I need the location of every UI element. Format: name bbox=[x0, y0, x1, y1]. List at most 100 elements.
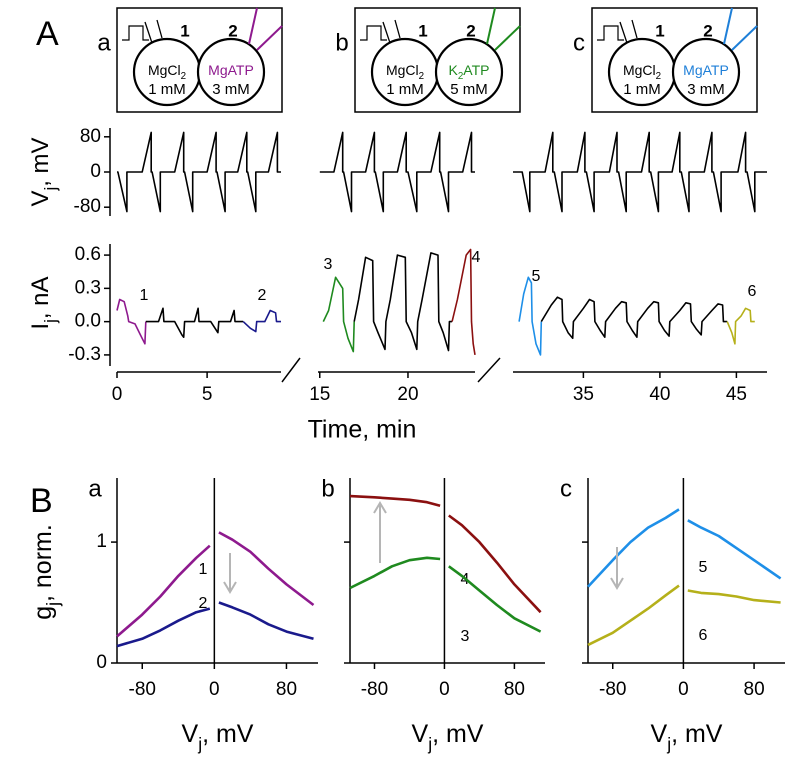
inset-box bbox=[591, 7, 758, 113]
pipette bbox=[723, 7, 733, 45]
y-tick-label: 0 bbox=[90, 161, 101, 182]
text-part: 2 bbox=[181, 71, 186, 82]
pipette bbox=[256, 25, 283, 51]
concentration: 1 mM bbox=[623, 81, 661, 98]
trace-label: 2 bbox=[258, 287, 267, 304]
y-tick-label: -80 bbox=[74, 196, 101, 217]
ij-trace bbox=[322, 276, 355, 353]
pipette bbox=[631, 19, 638, 39]
concentration: 5 mM bbox=[450, 81, 488, 98]
text-part: , mV bbox=[27, 137, 54, 186]
ij-trace bbox=[726, 307, 755, 345]
solution: MgCl2 bbox=[148, 62, 186, 82]
trace-label: 3 bbox=[324, 256, 333, 273]
text-part: j bbox=[427, 734, 432, 754]
text-part: j bbox=[41, 319, 60, 324]
y-axis-label: gj, norm. bbox=[29, 524, 63, 620]
trace-label: 6 bbox=[748, 283, 757, 300]
trace-label: 5 bbox=[532, 268, 541, 285]
text-part: , mV bbox=[671, 720, 723, 748]
arrow-head bbox=[373, 501, 387, 514]
text-part: , mV bbox=[202, 720, 254, 748]
text-part: j bbox=[43, 602, 63, 607]
panel-label: B bbox=[30, 482, 53, 520]
solution: MgCl2 bbox=[623, 62, 661, 82]
cell-label: 1 bbox=[655, 21, 664, 40]
x-tick-label: 45 bbox=[726, 384, 747, 405]
pipette bbox=[731, 25, 758, 51]
pipette bbox=[486, 7, 496, 45]
pulse-icon bbox=[122, 25, 149, 41]
text-part: MgCl bbox=[386, 62, 419, 78]
series-label: 1 bbox=[199, 561, 208, 578]
conductance-trace bbox=[116, 531, 315, 638]
y-tick-label: 0 bbox=[96, 652, 107, 673]
text-part: 2 bbox=[656, 71, 661, 82]
x-tick-label: 20 bbox=[397, 384, 418, 405]
y-tick-label: 0.3 bbox=[75, 277, 101, 298]
solution: MgATP bbox=[208, 62, 254, 78]
y-tick-label: 1 bbox=[96, 531, 107, 552]
text-part: I bbox=[27, 323, 54, 330]
ij-trace bbox=[540, 296, 728, 340]
x-tick-label: 40 bbox=[649, 384, 670, 405]
x-tick-label: -80 bbox=[361, 679, 388, 700]
solution: MgCl2 bbox=[386, 62, 424, 82]
text-part: 2 bbox=[419, 71, 424, 82]
cell-label: 1 bbox=[180, 21, 189, 40]
text-part: MgCl bbox=[623, 62, 656, 78]
conductance-trace bbox=[116, 601, 314, 648]
axis-break bbox=[281, 357, 301, 383]
text-part: g bbox=[29, 606, 57, 620]
axis-break bbox=[477, 357, 501, 383]
x-tick-label: 0 bbox=[112, 384, 123, 405]
text-part: V bbox=[182, 720, 199, 748]
text-part: , norm. bbox=[29, 524, 57, 602]
text-part: ATP bbox=[463, 62, 489, 78]
cell-label: 2 bbox=[228, 21, 237, 40]
arrow-head bbox=[610, 577, 624, 590]
ij-trace bbox=[116, 298, 147, 345]
x-tick-label: 0 bbox=[439, 679, 450, 700]
solution: MgATP bbox=[683, 62, 729, 78]
ij-trace bbox=[451, 248, 476, 356]
pulse-icon bbox=[597, 25, 624, 41]
trace-label: 4 bbox=[472, 249, 481, 266]
conductance-trace bbox=[587, 508, 782, 588]
x-tick-label: 80 bbox=[276, 679, 297, 700]
conductance-trace bbox=[587, 584, 781, 647]
x-tick-label: 80 bbox=[504, 679, 525, 700]
chart-letter: b bbox=[321, 475, 334, 502]
y-axis-label: Ij, nA bbox=[27, 276, 60, 329]
inset-box bbox=[116, 7, 283, 113]
text-part: , nA bbox=[27, 276, 54, 319]
cell bbox=[196, 37, 266, 107]
text-part: MgATP bbox=[683, 62, 729, 78]
vj-trace bbox=[319, 131, 475, 213]
x-tick-label: -80 bbox=[129, 679, 156, 700]
concentration: 3 mM bbox=[212, 81, 250, 98]
series-label: 6 bbox=[699, 627, 708, 644]
series-label: 5 bbox=[699, 559, 708, 576]
x-axis-label: Vj, mV bbox=[651, 720, 723, 754]
concentration: 3 mM bbox=[687, 81, 725, 98]
ij-trace bbox=[518, 276, 543, 356]
text-part: V bbox=[651, 720, 668, 748]
text-part: V bbox=[27, 191, 54, 207]
cell bbox=[671, 37, 741, 107]
x-axis-label: Time, min bbox=[308, 416, 417, 444]
text-part: , mV bbox=[432, 720, 484, 748]
arrow-head bbox=[223, 581, 237, 594]
ij-trace bbox=[242, 309, 281, 333]
x-tick-label: 0 bbox=[209, 679, 220, 700]
text-part: 2 bbox=[458, 71, 463, 82]
text-part: K bbox=[449, 62, 459, 78]
pulse-icon bbox=[360, 25, 387, 41]
text-part: j bbox=[666, 734, 671, 754]
x-axis-label: Vj, mV bbox=[412, 720, 484, 754]
trace-label: 1 bbox=[140, 287, 149, 304]
chart-letter: c bbox=[560, 475, 572, 502]
x-tick-label: 15 bbox=[309, 384, 330, 405]
pipette bbox=[494, 25, 521, 51]
